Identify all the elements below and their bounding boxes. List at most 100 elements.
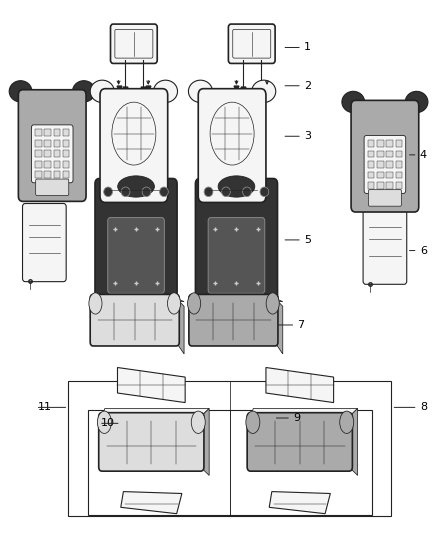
Polygon shape [93, 295, 184, 302]
Bar [88, 410, 372, 515]
Ellipse shape [210, 102, 254, 165]
Bar [386, 161, 393, 168]
Polygon shape [192, 295, 283, 302]
Bar [377, 150, 384, 157]
Ellipse shape [112, 102, 156, 165]
Bar [396, 172, 402, 179]
FancyBboxPatch shape [364, 135, 406, 193]
Bar [68, 381, 392, 516]
FancyBboxPatch shape [100, 88, 168, 203]
Bar [377, 161, 384, 168]
Bar [377, 172, 384, 179]
Bar [396, 150, 402, 157]
Ellipse shape [266, 293, 279, 314]
Polygon shape [266, 368, 334, 402]
Text: 4: 4 [420, 150, 427, 160]
Bar [367, 150, 374, 157]
Ellipse shape [243, 187, 251, 197]
Bar [35, 150, 42, 157]
Ellipse shape [252, 80, 276, 102]
Ellipse shape [73, 80, 95, 102]
FancyBboxPatch shape [208, 217, 265, 293]
Ellipse shape [260, 187, 269, 197]
Polygon shape [201, 408, 209, 475]
Text: 2: 2 [304, 81, 311, 91]
Bar [63, 172, 70, 178]
Text: 8: 8 [420, 402, 427, 413]
Polygon shape [269, 491, 330, 514]
Bar [53, 172, 60, 178]
FancyBboxPatch shape [99, 413, 204, 471]
Ellipse shape [89, 293, 102, 314]
FancyBboxPatch shape [368, 190, 402, 206]
Text: 9: 9 [293, 413, 300, 423]
Polygon shape [275, 298, 283, 354]
Ellipse shape [97, 411, 111, 433]
Polygon shape [349, 408, 357, 475]
Ellipse shape [153, 80, 177, 102]
FancyBboxPatch shape [110, 24, 157, 63]
FancyBboxPatch shape [108, 217, 164, 293]
Bar [386, 182, 393, 189]
Bar [35, 130, 42, 136]
Bar [396, 161, 402, 168]
Bar [367, 161, 374, 168]
Polygon shape [251, 408, 357, 417]
Bar [386, 172, 393, 179]
Bar [386, 140, 393, 147]
Bar [367, 182, 374, 189]
Text: 11: 11 [38, 402, 52, 413]
Ellipse shape [121, 187, 130, 197]
Ellipse shape [405, 91, 428, 112]
Bar [386, 150, 393, 157]
Ellipse shape [187, 293, 201, 314]
Ellipse shape [342, 91, 364, 112]
Text: 6: 6 [420, 246, 427, 255]
Text: 10: 10 [101, 418, 115, 429]
Bar [367, 140, 374, 147]
Ellipse shape [9, 80, 32, 102]
FancyBboxPatch shape [22, 204, 66, 281]
FancyBboxPatch shape [228, 24, 275, 63]
Ellipse shape [104, 187, 113, 197]
Ellipse shape [218, 176, 255, 197]
Bar [44, 161, 51, 168]
Bar [53, 140, 60, 147]
Bar [44, 130, 51, 136]
Text: 3: 3 [304, 131, 311, 141]
Bar [35, 161, 42, 168]
Ellipse shape [118, 176, 154, 197]
Bar [63, 130, 70, 136]
Ellipse shape [191, 411, 205, 433]
Bar [35, 172, 42, 178]
Ellipse shape [167, 293, 180, 314]
Ellipse shape [159, 187, 168, 197]
FancyBboxPatch shape [32, 125, 73, 183]
Bar [63, 161, 70, 168]
Bar [63, 140, 70, 147]
Bar [53, 150, 60, 157]
Polygon shape [121, 491, 182, 514]
Bar [44, 172, 51, 178]
Ellipse shape [222, 187, 230, 197]
Text: 7: 7 [297, 320, 305, 330]
Bar [35, 140, 42, 147]
FancyBboxPatch shape [351, 100, 419, 212]
Bar [396, 140, 402, 147]
Ellipse shape [246, 411, 260, 433]
Polygon shape [102, 408, 209, 417]
Ellipse shape [204, 187, 213, 197]
FancyBboxPatch shape [247, 413, 353, 471]
FancyBboxPatch shape [363, 206, 407, 284]
Ellipse shape [340, 411, 354, 433]
Bar [367, 172, 374, 179]
Bar [396, 182, 402, 189]
Polygon shape [176, 298, 184, 354]
FancyBboxPatch shape [189, 294, 278, 346]
Bar [63, 150, 70, 157]
Bar [377, 140, 384, 147]
Bar [44, 150, 51, 157]
FancyBboxPatch shape [35, 179, 69, 196]
Bar [44, 140, 51, 147]
Text: 5: 5 [304, 235, 311, 245]
